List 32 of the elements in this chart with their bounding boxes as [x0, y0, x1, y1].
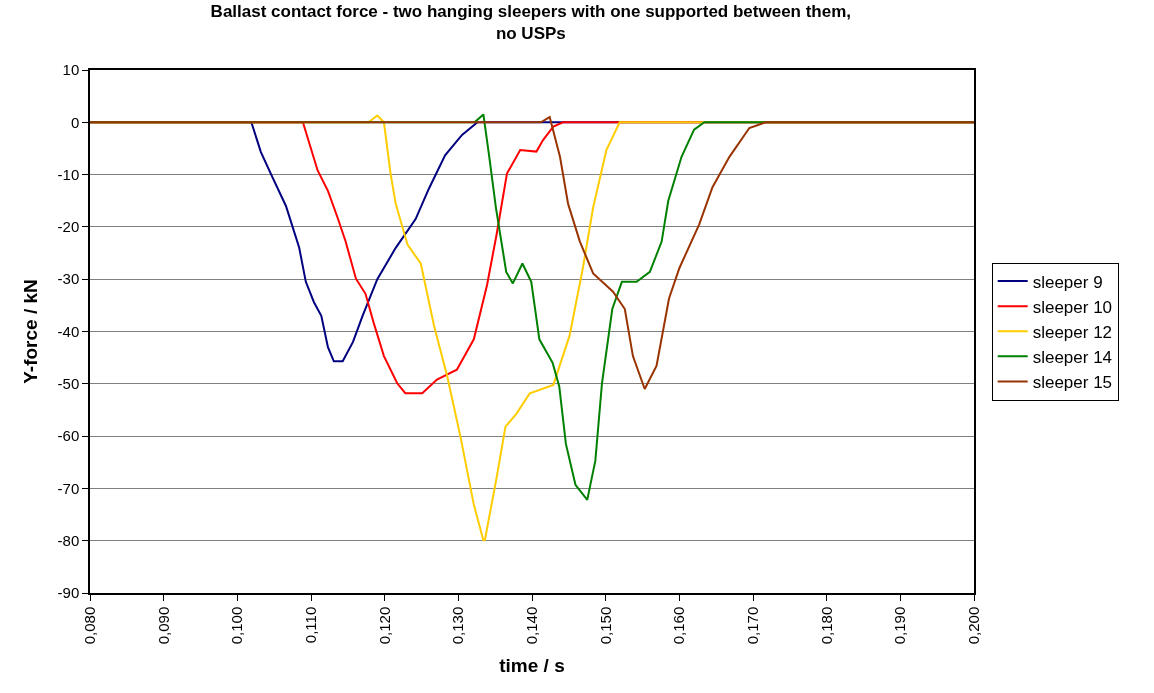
y-tick-label: -10 [57, 165, 80, 183]
legend-label: sleeper 10 [1032, 297, 1113, 317]
chart-title: Ballast contact force - two hanging sleepers with one supported between them, no USPs [210, 2, 852, 44]
x-tick-label: 0,140 [522, 606, 540, 645]
y-tick-label: -20 [57, 218, 80, 236]
legend-label: sleeper 12 [1032, 322, 1113, 342]
legend-label: sleeper 15 [1032, 373, 1113, 393]
x-tick-label: 0,200 [964, 606, 982, 645]
x-tick-label: 0,080 [80, 606, 98, 645]
y-tick-label: -70 [57, 479, 80, 497]
y-tick-label: -30 [57, 270, 80, 288]
y-tick-label: 0 [70, 113, 80, 131]
y-tick-label: -50 [57, 375, 80, 393]
x-tick-label: 0,100 [228, 606, 246, 645]
legend-label: sleeper 9 [1032, 272, 1103, 292]
y-axis-title: Y-force / kN [19, 279, 41, 384]
x-tick-label: 0,180 [817, 606, 835, 645]
x-tick-label: 0,160 [670, 606, 688, 645]
legend-label: sleeper 14 [1032, 347, 1113, 367]
x-axis-title: time / s [499, 654, 565, 676]
x-tick-label: 0,190 [891, 606, 909, 645]
y-tick-label: -80 [57, 531, 80, 549]
x-tick-label: 0,110 [301, 606, 319, 644]
x-tick-label: 0,170 [743, 606, 761, 645]
y-tick-label: -60 [57, 427, 80, 445]
y-tick-label: -90 [57, 584, 80, 602]
y-tick-label: 10 [62, 61, 80, 79]
x-tick-label: 0,150 [596, 606, 614, 645]
y-tick-label: -40 [57, 322, 80, 340]
x-tick-label: 0,120 [375, 606, 393, 645]
x-tick-label: 0,130 [449, 606, 467, 645]
x-tick-label: 0,090 [154, 606, 172, 645]
